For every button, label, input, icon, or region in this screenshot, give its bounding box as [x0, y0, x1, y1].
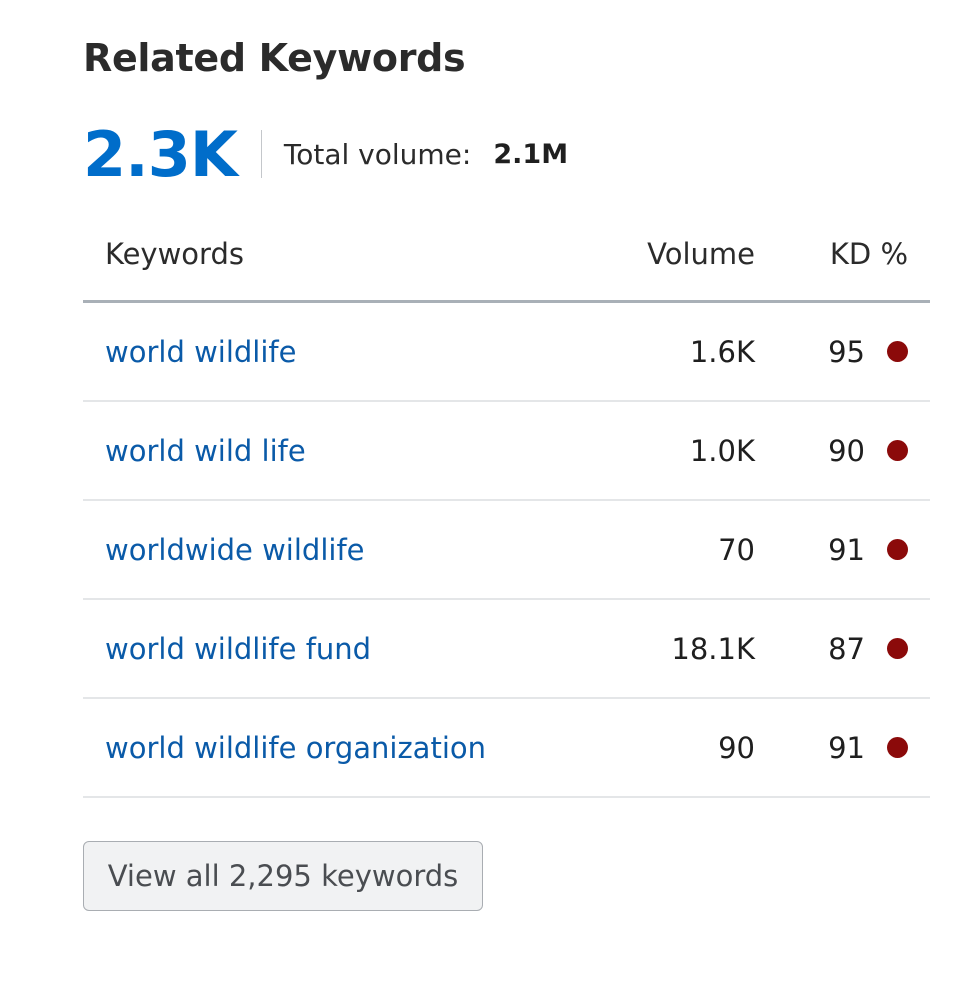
- keyword-difficulty: 91: [828, 501, 908, 598]
- kd-value: 91: [828, 730, 865, 765]
- table-row: world wildlife organization 90 91: [83, 699, 930, 798]
- kd-indicator-dot-icon: [887, 341, 908, 362]
- keyword-volume: 70: [718, 532, 755, 567]
- column-header-volume: Volume: [647, 237, 755, 271]
- kd-indicator-dot-icon: [887, 638, 908, 659]
- table-header-row: Keywords Volume KD %: [83, 208, 930, 303]
- kd-indicator-dot-icon: [887, 737, 908, 758]
- keyword-count: 2.3K: [83, 117, 238, 191]
- kd-indicator-dot-icon: [887, 440, 908, 461]
- keyword-volume: 18.1K: [671, 631, 755, 666]
- keyword-link[interactable]: world wild life: [105, 433, 306, 468]
- keyword-link[interactable]: worldwide wildlife: [105, 532, 365, 567]
- column-header-kd: KD %: [829, 237, 908, 271]
- keyword-difficulty: 91: [828, 699, 908, 796]
- kd-value: 95: [828, 334, 865, 369]
- widget-title: Related Keywords: [83, 36, 466, 80]
- keyword-difficulty: 95: [828, 303, 908, 400]
- kd-value: 91: [828, 532, 865, 567]
- keyword-link[interactable]: world wildlife: [105, 334, 297, 369]
- total-volume-label: Total volume:: [283, 137, 472, 171]
- keyword-link[interactable]: world wildlife organization: [105, 730, 487, 765]
- summary-divider: [260, 130, 262, 178]
- keyword-difficulty: 87: [828, 600, 908, 697]
- table-row: world wildlife 1.6K 95: [83, 303, 930, 402]
- keywords-table: Keywords Volume KD % world wildlife 1.6K…: [83, 208, 930, 798]
- table-row: worldwide wildlife 70 91: [83, 501, 930, 600]
- column-header-keywords: Keywords: [105, 237, 244, 271]
- kd-value: 90: [828, 433, 865, 468]
- keyword-volume: 90: [718, 730, 755, 765]
- keyword-summary: 2.3K Total volume: 2.1M: [83, 117, 569, 191]
- keyword-difficulty: 90: [828, 402, 908, 499]
- keyword-volume: 1.6K: [689, 334, 755, 369]
- keyword-volume: 1.0K: [689, 433, 755, 468]
- keyword-link[interactable]: world wildlife fund: [105, 631, 372, 666]
- kd-value: 87: [828, 631, 865, 666]
- view-all-keywords-button[interactable]: View all 2,295 keywords: [83, 841, 483, 911]
- total-volume-value: 2.1M: [493, 138, 569, 170]
- kd-indicator-dot-icon: [887, 539, 908, 560]
- table-row: world wild life 1.0K 90: [83, 402, 930, 501]
- table-row: world wildlife fund 18.1K 87: [83, 600, 930, 699]
